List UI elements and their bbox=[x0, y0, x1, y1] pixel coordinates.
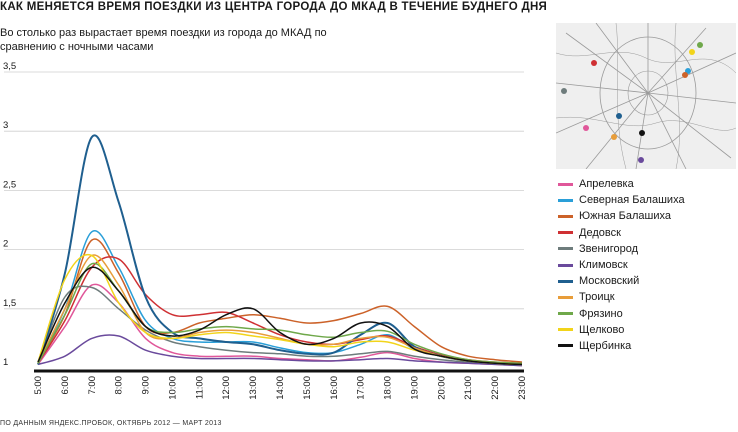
legend-label: Щербинка bbox=[579, 339, 632, 352]
map-marker-zvenigorod bbox=[561, 88, 567, 94]
legend-item: Московский bbox=[558, 273, 685, 289]
map-marker-shchelkovo bbox=[689, 49, 695, 55]
y-tick-label: 3 bbox=[3, 120, 8, 131]
legend-item: Троицк bbox=[558, 289, 685, 305]
legend-swatch bbox=[558, 214, 573, 218]
legend-label: Северная Балашиха bbox=[579, 194, 685, 207]
legend-item: Дедовск bbox=[558, 225, 685, 241]
x-tick-label: 21:00 bbox=[463, 376, 474, 400]
x-tick-label: 5:00 bbox=[33, 376, 44, 395]
legend-label: Троицк bbox=[579, 291, 615, 304]
map-marker-fryazino bbox=[697, 42, 703, 48]
legend-swatch bbox=[558, 231, 573, 235]
x-tick-label: 23:00 bbox=[517, 376, 528, 400]
legend-label: Московский bbox=[579, 275, 640, 288]
x-tick-label: 20:00 bbox=[436, 376, 447, 400]
legend-item: Южная Балашиха bbox=[558, 208, 685, 224]
y-tick-label: 2,5 bbox=[3, 179, 16, 190]
x-tick-label: 14:00 bbox=[275, 376, 286, 400]
legend-label: Щелково bbox=[579, 323, 625, 336]
map-marker-shcherbinka bbox=[639, 130, 645, 136]
map-marker-aprelevka bbox=[583, 125, 589, 131]
x-tick-label: 19:00 bbox=[409, 376, 420, 400]
legend-label: Апрелевка bbox=[579, 178, 634, 191]
legend-swatch bbox=[558, 263, 573, 267]
x-tick-label: 9:00 bbox=[141, 376, 152, 395]
legend-swatch bbox=[558, 295, 573, 299]
x-tick-label: 8:00 bbox=[114, 376, 125, 395]
legend-item: Щелково bbox=[558, 322, 685, 338]
chart-title: КАК МЕНЯЕТСЯ ВРЕМЯ ПОЕЗДКИ ИЗ ЦЕНТРА ГОР… bbox=[0, 1, 548, 13]
y-tick-label: 1 bbox=[3, 357, 8, 368]
legend-item: Звенигород bbox=[558, 241, 685, 257]
legend-label: Звенигород bbox=[579, 242, 639, 255]
series-line-3 bbox=[37, 256, 523, 365]
x-tick-label: 13:00 bbox=[248, 376, 259, 400]
x-tick-label: 6:00 bbox=[60, 376, 71, 395]
y-tick-label: 3,5 bbox=[3, 61, 16, 72]
series-line-5 bbox=[37, 334, 523, 367]
series-line-10 bbox=[37, 266, 523, 366]
x-tick-label: 16:00 bbox=[329, 376, 340, 400]
y-tick-label: 2 bbox=[3, 239, 8, 250]
gridlines bbox=[4, 71, 524, 310]
x-tick-label: 7:00 bbox=[87, 376, 98, 395]
legend-swatch bbox=[558, 182, 573, 186]
y-tick-label: 1,5 bbox=[3, 298, 16, 309]
map-marker-yuzh-balashikha bbox=[682, 72, 688, 78]
legend-swatch bbox=[558, 312, 573, 316]
x-tick-label: 11:00 bbox=[194, 376, 205, 399]
legend-label: Южная Балашиха bbox=[579, 210, 672, 223]
x-tick-label: 18:00 bbox=[383, 376, 394, 400]
series-line-1 bbox=[37, 229, 523, 366]
map-marker-troitsk bbox=[611, 134, 617, 140]
x-tick-label: 15:00 bbox=[302, 376, 313, 400]
map-graphic bbox=[556, 23, 736, 169]
legend-swatch bbox=[558, 328, 573, 332]
x-tick-label: 12:00 bbox=[221, 376, 232, 400]
legend-item: Щербинка bbox=[558, 338, 685, 354]
map-marker-klimovsk bbox=[638, 157, 644, 163]
moscow-map bbox=[556, 23, 736, 169]
x-tick-label: 22:00 bbox=[490, 376, 501, 400]
legend: Апрелевка Северная Балашиха Южная Балашиха… bbox=[558, 176, 685, 354]
legend-swatch bbox=[558, 279, 573, 283]
y-axis-ticks: 3,5 3 2,5 2 1,5 1 bbox=[3, 61, 16, 368]
x-tick-label: 17:00 bbox=[356, 376, 367, 400]
x-axis-ticks: 5:00 6:00 7:00 8:00 9:00 10:00 11:00 12:00 13:00… bbox=[33, 376, 528, 400]
map-marker-moskovsky bbox=[616, 113, 622, 119]
series-lines bbox=[37, 134, 523, 367]
chart-subtitle: Во столько раз вырастает время поездки и… bbox=[0, 27, 327, 53]
legend-swatch bbox=[558, 344, 573, 348]
map-marker-dedovsk bbox=[591, 60, 597, 66]
source-note: ПО ДАННЫМ ЯНДЕКС.ПРОБОК, ОКТЯБРЬ 2012 — … bbox=[0, 420, 222, 427]
series-line-2 bbox=[37, 238, 523, 363]
legend-swatch bbox=[558, 198, 573, 202]
legend-item: Фрязино bbox=[558, 306, 685, 322]
legend-item: Климовск bbox=[558, 257, 685, 273]
x-tick-label: 10:00 bbox=[167, 376, 178, 400]
series-line-4 bbox=[37, 285, 523, 366]
legend-label: Фрязино bbox=[579, 307, 623, 320]
legend-swatch bbox=[558, 247, 573, 251]
legend-label: Климовск bbox=[579, 259, 628, 272]
legend-item: Апрелевка bbox=[558, 176, 685, 192]
legend-label: Дедовск bbox=[579, 226, 621, 239]
legend-item: Северная Балашиха bbox=[558, 192, 685, 208]
